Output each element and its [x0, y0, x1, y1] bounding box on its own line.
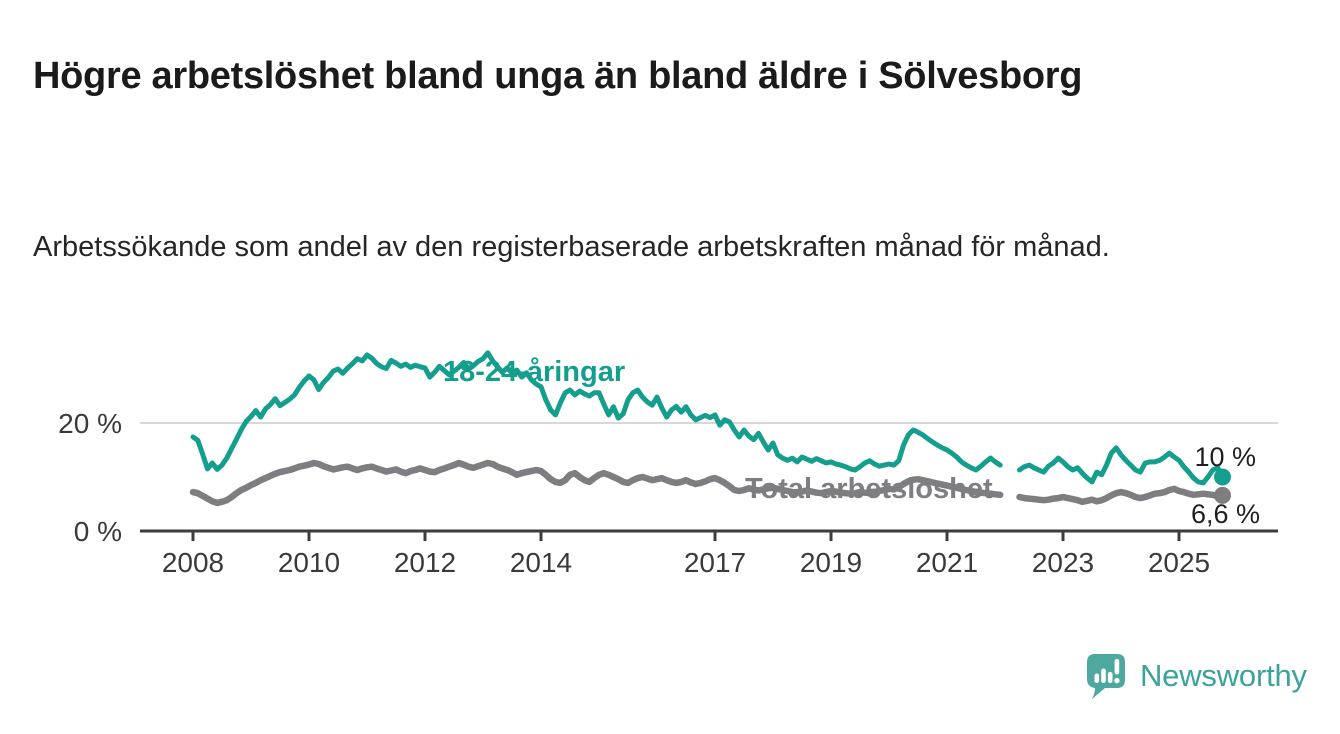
- newsworthy-logo: Newsworthy: [1085, 652, 1307, 700]
- x-tick-label-2021: 2021: [916, 547, 978, 578]
- x-tick-label-2012: 2012: [394, 547, 456, 578]
- y-tick-label-20: 20 %: [58, 408, 122, 439]
- youth-end-dot: [1214, 468, 1231, 486]
- youth-series-label: 18-24-åringar: [443, 356, 625, 388]
- x-tick-label-2025: 2025: [1148, 547, 1210, 578]
- logo-bubble-shape: [1087, 654, 1125, 699]
- x-tick-label-2019: 2019: [800, 547, 862, 578]
- x-tick-label-2017: 2017: [684, 547, 746, 578]
- newsworthy-logo-text: Newsworthy: [1140, 658, 1307, 693]
- page-title: Högre arbetslöshet bland unga än bland ä…: [33, 55, 1083, 98]
- page-subtitle: Arbetssökande som andel av den registerb…: [33, 231, 1110, 263]
- x-tick-label-2014: 2014: [510, 547, 572, 578]
- total-series-label: Total arbetslöshet: [745, 473, 993, 505]
- logo-bar-1: [1094, 673, 1100, 683]
- y-tick-label-0: 0 %: [74, 516, 122, 547]
- x-tick-label-2008: 2008: [162, 547, 224, 578]
- logo-bar-2: [1101, 668, 1106, 683]
- total-unemployment-line: [189, 459, 1226, 507]
- logo-bar-3: [1107, 672, 1113, 683]
- total-end-value-label: 6,6 %: [1191, 499, 1260, 529]
- newsworthy-logo-icon: [1087, 654, 1125, 699]
- x-tick-label-2023: 2023: [1032, 547, 1094, 578]
- logo-exclamation-dot: [1114, 677, 1120, 684]
- youth-unemployment-line: [190, 350, 1225, 486]
- total-end-dot: [1214, 486, 1231, 504]
- x-tick-label-2010: 2010: [278, 547, 340, 578]
- logo-exclamation-bar: [1114, 659, 1120, 675]
- youth-end-value-label: 10 %: [1194, 442, 1256, 472]
